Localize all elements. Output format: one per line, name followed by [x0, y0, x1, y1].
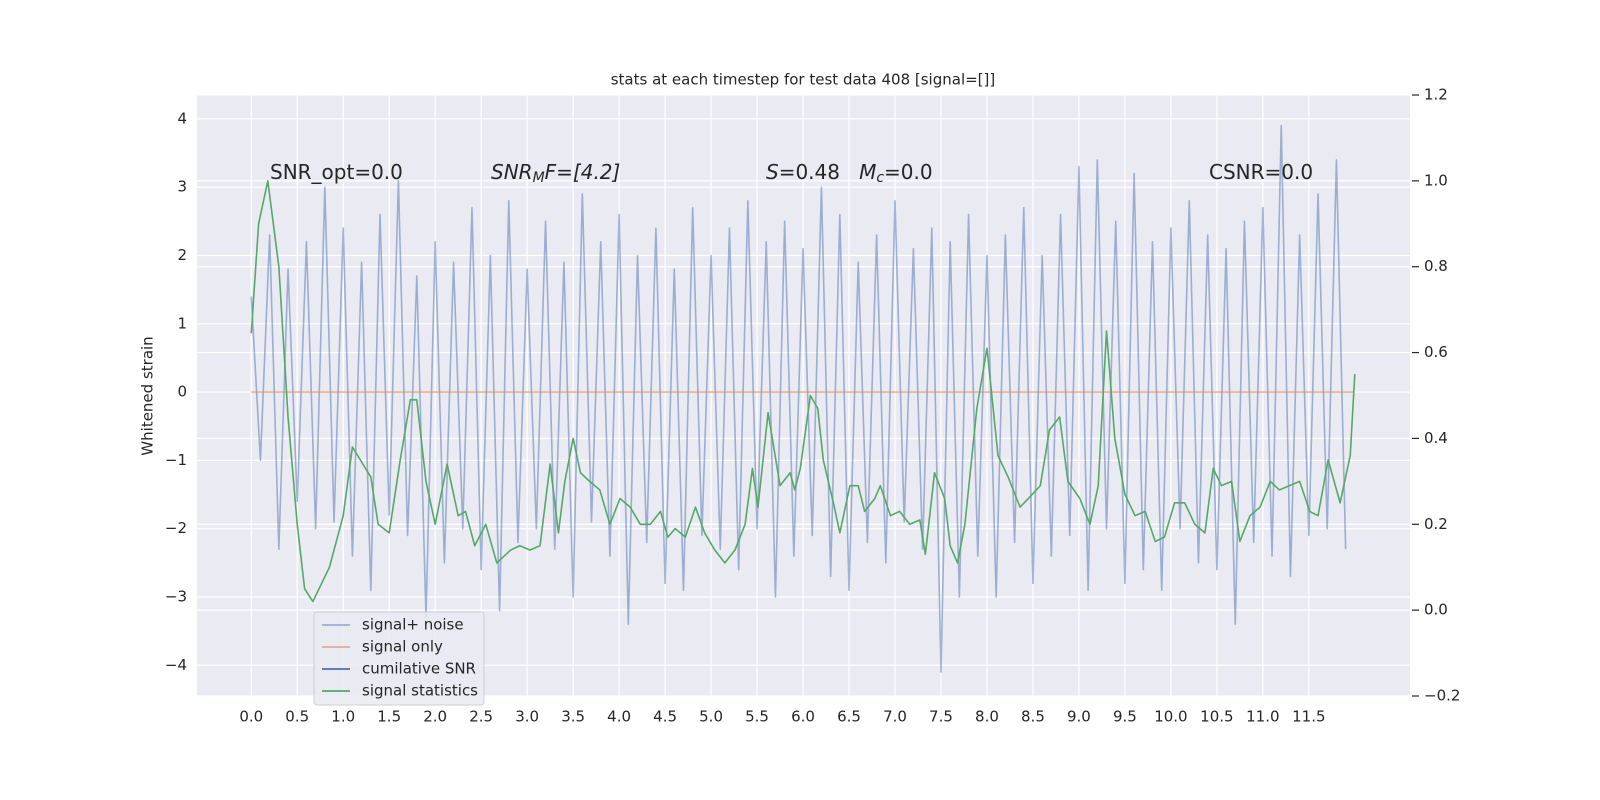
y2-tick-label: −0.2 [1424, 687, 1460, 705]
y-tick-label: 4 [177, 109, 187, 127]
y-tick-label: −2 [165, 519, 187, 537]
x-tick-label: 4.5 [653, 708, 677, 726]
x-tick-label: 3.5 [561, 708, 585, 726]
y-tick-label: −3 [165, 587, 187, 605]
y-axis-label: Whitened strain [139, 336, 157, 455]
y-tick-label: 1 [177, 314, 187, 332]
legend-label: cumilative SNR [362, 660, 476, 678]
x-tick-label: 0.0 [239, 708, 263, 726]
annotation-part: SNR_opt=0.0 [270, 160, 403, 184]
x-tick-label: 10.0 [1154, 708, 1187, 726]
x-tick-label: 7.5 [929, 708, 953, 726]
chart-title: stats at each timestep for test data 408… [611, 71, 996, 89]
annotation: SNR_opt=0.0 [270, 160, 403, 184]
labels: 0.0 0.5 1.0 1.5 2.0 2.5 3.0 3.5 4.0 4.5 5.0 5.5 6.0 6… [165, 86, 1461, 726]
grid [197, 94, 1410, 697]
lines [250, 124, 1356, 673]
annotation: CSNR=0.0 [1209, 160, 1313, 184]
series-line [250, 124, 1347, 673]
y2-tick-label: 0.6 [1424, 343, 1448, 361]
y-tick-label: 3 [177, 178, 187, 196]
legend-box [313, 611, 485, 706]
y-tick-label: −1 [165, 451, 187, 469]
x-tick-label: 0.5 [285, 708, 309, 726]
x-tick-label: 8.5 [1021, 708, 1045, 726]
y2-tick-label: 0.0 [1424, 601, 1448, 619]
x-tick-label: 5.5 [745, 708, 769, 726]
x-tick-label: 11.0 [1246, 708, 1279, 726]
x-tick-label: 6.0 [791, 708, 815, 726]
x-tick-label: 2.5 [469, 708, 493, 726]
annotation-part: M [859, 160, 876, 184]
x-tick-label: 3.0 [515, 708, 539, 726]
x-tick-label: 10.5 [1200, 708, 1233, 726]
y-tick-label: −4 [165, 656, 187, 674]
y2-tick-label: 0.8 [1424, 257, 1448, 275]
x-tick-label: 2.0 [423, 708, 447, 726]
annotation-part: CSNR=0.0 [1209, 160, 1313, 184]
annotation-part: S [766, 160, 779, 184]
series-line [250, 180, 1356, 603]
x-tick-label: 9.0 [1067, 708, 1091, 726]
annotation: SNRMF=[4.2] [491, 160, 620, 187]
y2-tick-label: 1.2 [1424, 86, 1448, 104]
x-tick-label: 5.0 [699, 708, 723, 726]
legend-label: signal only [362, 638, 443, 656]
x-tick-label: 8.0 [975, 708, 999, 726]
annotation-part: F=[4.2] [545, 160, 621, 184]
y2-tick-label: 0.4 [1424, 429, 1448, 447]
x-tick-label: 4.0 [607, 708, 631, 726]
y-tick-label: 2 [177, 246, 187, 264]
x-tick-label: 7.0 [883, 708, 907, 726]
x-tick-label: 6.5 [837, 708, 861, 726]
x-tick-label: 9.5 [1113, 708, 1137, 726]
x-tick-label: 1.0 [331, 708, 355, 726]
y-tick-label: 0 [177, 383, 187, 401]
annotation-part: =0.48 [779, 160, 859, 184]
annotation-part: SNR [491, 160, 533, 184]
y2-tick-label: 0.2 [1424, 515, 1448, 533]
legend-label: signal+ noise [362, 616, 464, 634]
annotation-part: c [876, 170, 884, 186]
y2-tick-label: 1.0 [1424, 171, 1448, 189]
x-tick-label: 1.5 [377, 708, 401, 726]
legend: signal+ noise signal only cumilative SNR si… [313, 611, 485, 706]
annotation-part: M [533, 170, 545, 186]
annotation-part: =0.0 [884, 160, 933, 184]
x-tick-label: 11.5 [1292, 708, 1325, 726]
annotation: S=0.48 Mc=0.0 [766, 160, 933, 187]
legend-label: signal statistics [362, 682, 478, 700]
